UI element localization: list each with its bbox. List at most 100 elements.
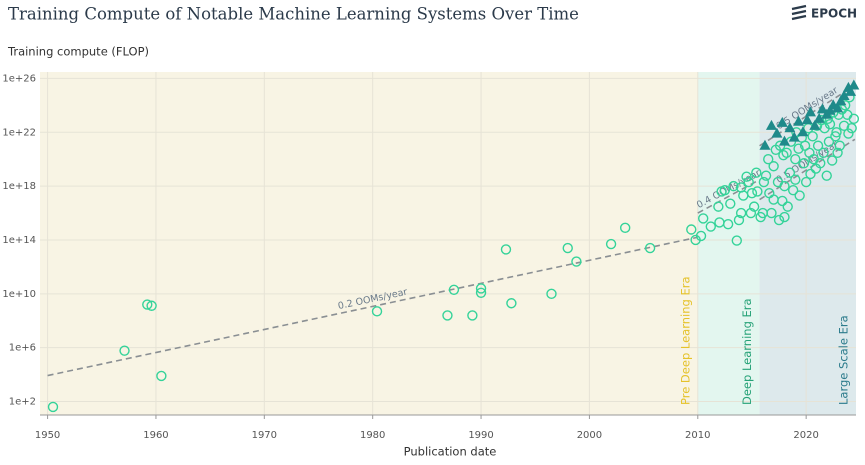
point: [812, 140, 824, 151]
point: [728, 180, 739, 192]
point: [776, 116, 788, 127]
point: [619, 222, 631, 234]
point: [784, 122, 796, 133]
point: [741, 171, 752, 182]
point: [47, 401, 59, 413]
point: [784, 167, 796, 178]
point: [546, 288, 557, 300]
point: [713, 201, 724, 212]
point: [773, 214, 785, 226]
point: [804, 106, 816, 117]
plot-area: [40, 72, 856, 415]
point: [765, 119, 777, 130]
point: [835, 95, 847, 106]
x-tick-label: 2000: [577, 430, 602, 441]
point: [146, 300, 157, 311]
point: [790, 154, 801, 165]
point: [778, 135, 790, 146]
point: [801, 114, 813, 125]
point: [475, 287, 487, 298]
point: [695, 230, 707, 242]
point: [813, 112, 825, 123]
point: [790, 174, 801, 185]
point: [826, 155, 838, 166]
y-axis-label: Training compute (FLOP): [7, 45, 149, 59]
point: [571, 256, 582, 267]
trend-line: [47, 236, 698, 377]
point: [371, 306, 383, 317]
point: [467, 310, 478, 321]
x-tick-label: 1970: [252, 430, 277, 441]
point: [777, 195, 788, 207]
point: [846, 123, 857, 134]
x-tick-label: 1950: [35, 430, 60, 441]
point: [763, 154, 774, 165]
x-tick-label: 2020: [793, 430, 818, 441]
point: [156, 370, 167, 382]
chart-title: Training Compute of Notable Machine Lear…: [8, 5, 579, 24]
point: [751, 167, 762, 178]
point: [821, 170, 832, 181]
point: [725, 198, 736, 209]
point: [142, 299, 153, 310]
point: [475, 283, 487, 294]
point: [448, 284, 460, 295]
y-tick-label: 1e+2: [9, 397, 36, 408]
point: [839, 100, 851, 111]
era-label: Deep Learning Era: [740, 298, 754, 405]
point: [793, 143, 804, 154]
trend-line: [759, 138, 856, 201]
point: [779, 211, 790, 223]
point: [818, 147, 829, 158]
trend-line: [759, 84, 856, 147]
point: [848, 79, 860, 90]
point: [823, 136, 835, 147]
point: [788, 131, 800, 142]
point: [759, 139, 771, 150]
point: [766, 207, 777, 219]
point: [705, 221, 716, 232]
point: [778, 149, 789, 161]
point: [719, 184, 731, 196]
point: [698, 213, 709, 224]
point: [774, 140, 786, 151]
point: [794, 190, 805, 201]
point: [442, 310, 453, 321]
point: [800, 176, 812, 188]
logo-icon: [791, 4, 807, 21]
y-tick-label: 1e+22: [2, 127, 36, 138]
point: [830, 131, 841, 142]
point: [782, 201, 793, 212]
point: [500, 244, 512, 255]
point: [735, 207, 747, 219]
x-tick-label: 2010: [685, 430, 710, 441]
point: [644, 242, 656, 254]
series: [759, 79, 860, 150]
y-tick-label: 1e+18: [2, 181, 36, 192]
point: [758, 176, 770, 188]
point: [787, 184, 799, 196]
point: [733, 214, 745, 226]
point: [845, 85, 857, 96]
y-tick-label: 1e+26: [2, 73, 36, 84]
era-label: Large Scale Era: [837, 315, 851, 405]
x-axis-label: Publication date: [404, 445, 497, 459]
point: [832, 147, 843, 158]
trend-line: [697, 179, 760, 214]
point: [779, 180, 790, 192]
y-tick-label: 1e+14: [2, 235, 36, 246]
point: [722, 218, 734, 230]
point: [838, 120, 850, 132]
point: [119, 345, 130, 356]
point: [768, 161, 779, 172]
y-tick-label: 1e+10: [2, 289, 36, 300]
point: [746, 187, 758, 199]
point: [605, 238, 617, 250]
point: [807, 131, 818, 142]
point: [771, 127, 783, 138]
point: [809, 119, 821, 130]
logo: EPOCH: [791, 4, 857, 21]
point: [506, 298, 517, 309]
era-band: [40, 72, 698, 415]
